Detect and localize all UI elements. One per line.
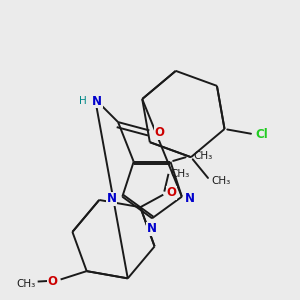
Text: O: O bbox=[154, 126, 165, 139]
Text: H: H bbox=[79, 96, 87, 106]
Text: O: O bbox=[47, 275, 58, 288]
Text: N: N bbox=[92, 95, 102, 108]
Text: O: O bbox=[167, 186, 176, 199]
Text: CH₃: CH₃ bbox=[212, 176, 231, 186]
Text: N: N bbox=[185, 192, 195, 205]
Text: N: N bbox=[107, 192, 117, 205]
Text: CH₃: CH₃ bbox=[194, 152, 213, 161]
Text: N: N bbox=[147, 222, 157, 235]
Text: Cl: Cl bbox=[256, 128, 268, 141]
Text: CH₃: CH₃ bbox=[16, 279, 36, 289]
Text: CH₃: CH₃ bbox=[171, 169, 190, 178]
